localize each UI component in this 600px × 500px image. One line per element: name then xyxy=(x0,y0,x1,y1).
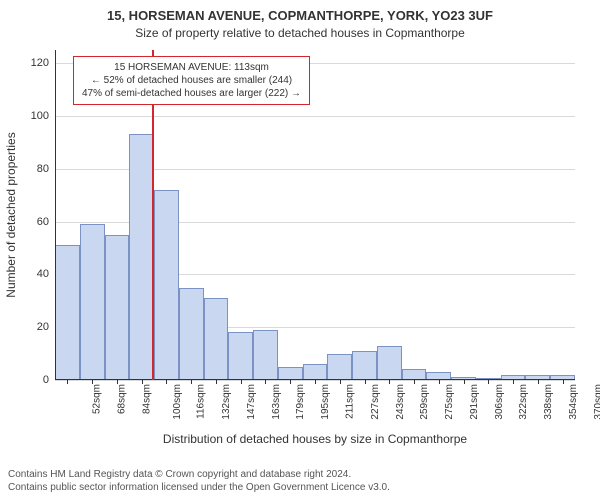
ytick-label: 40 xyxy=(37,268,55,280)
xtick-label: 275sqm xyxy=(444,384,455,420)
xtick xyxy=(290,380,291,384)
xtick-label: 68sqm xyxy=(117,384,128,414)
xtick-label: 338sqm xyxy=(543,384,554,420)
ytick-label: 100 xyxy=(31,110,55,122)
bar xyxy=(204,298,229,380)
xtick xyxy=(241,380,242,384)
ytick-label: 0 xyxy=(43,374,55,386)
xtick xyxy=(315,380,316,384)
xtick-label: 179sqm xyxy=(296,384,307,420)
xtick xyxy=(216,380,217,384)
y-axis-label: Number of detached properties xyxy=(4,50,24,380)
footer-attribution: Contains HM Land Registry data © Crown c… xyxy=(8,468,592,494)
y-axis-line xyxy=(55,50,56,380)
xtick xyxy=(340,380,341,384)
xtick xyxy=(191,380,192,384)
xtick-label: 322sqm xyxy=(518,384,529,420)
xtick xyxy=(414,380,415,384)
xtick xyxy=(439,380,440,384)
xtick-label: 306sqm xyxy=(494,384,505,420)
callout-line: 47% of semi-detached houses are larger (… xyxy=(82,87,301,100)
xtick-label: 132sqm xyxy=(221,384,232,420)
bar xyxy=(352,351,377,380)
xtick-label: 100sqm xyxy=(172,384,183,420)
bar xyxy=(154,190,179,380)
footer-line2: Contains public sector information licen… xyxy=(8,481,592,494)
xtick-label: 354sqm xyxy=(568,384,579,420)
bar xyxy=(327,354,352,380)
xtick-label: 243sqm xyxy=(395,384,406,420)
xtick xyxy=(92,380,93,384)
xtick xyxy=(166,380,167,384)
bar xyxy=(105,235,130,380)
xtick-label: 195sqm xyxy=(320,384,331,420)
bar xyxy=(129,134,154,380)
xtick xyxy=(513,380,514,384)
xtick-label: 291sqm xyxy=(469,384,480,420)
bar xyxy=(253,330,278,380)
bar xyxy=(179,288,204,380)
chart-title-line2: Size of property relative to detached ho… xyxy=(0,26,600,40)
callout-line: ← 52% of detached houses are smaller (24… xyxy=(82,74,301,87)
chart-title-line1: 15, HORSEMAN AVENUE, COPMANTHORPE, YORK,… xyxy=(0,8,600,23)
ytick-label: 20 xyxy=(37,321,55,333)
footer-line1: Contains HM Land Registry data © Crown c… xyxy=(8,468,592,481)
xtick-label: 84sqm xyxy=(141,384,152,414)
xtick-label: 147sqm xyxy=(246,384,257,420)
callout-box: 15 HORSEMAN AVENUE: 113sqm← 52% of detac… xyxy=(73,56,310,105)
xtick xyxy=(365,380,366,384)
bar xyxy=(55,245,80,380)
xtick xyxy=(67,380,68,384)
xtick-label: 259sqm xyxy=(419,384,430,420)
xtick xyxy=(389,380,390,384)
xtick-label: 211sqm xyxy=(344,384,355,419)
bar xyxy=(377,346,402,380)
bar xyxy=(228,332,253,380)
ytick-label: 80 xyxy=(37,163,55,175)
xtick xyxy=(117,380,118,384)
ytick-label: 60 xyxy=(37,216,55,228)
xtick-label: 116sqm xyxy=(196,384,207,419)
callout-line: 15 HORSEMAN AVENUE: 113sqm xyxy=(82,61,301,74)
xtick xyxy=(265,380,266,384)
bar xyxy=(80,224,105,380)
xtick xyxy=(538,380,539,384)
xtick xyxy=(488,380,489,384)
bar xyxy=(303,364,328,380)
plot-area: 020406080100120 52sqm68sqm84sqm100sqm116… xyxy=(55,50,575,380)
xtick xyxy=(142,380,143,384)
xtick xyxy=(563,380,564,384)
ytick-label: 120 xyxy=(31,57,55,69)
xtick xyxy=(464,380,465,384)
x-axis-label: Distribution of detached houses by size … xyxy=(55,432,575,446)
chart-frame: 15, HORSEMAN AVENUE, COPMANTHORPE, YORK,… xyxy=(0,0,600,500)
xtick-label: 227sqm xyxy=(370,384,381,420)
xtick-label: 370sqm xyxy=(593,384,600,420)
xtick-label: 52sqm xyxy=(92,384,103,414)
xtick-label: 163sqm xyxy=(271,384,282,420)
